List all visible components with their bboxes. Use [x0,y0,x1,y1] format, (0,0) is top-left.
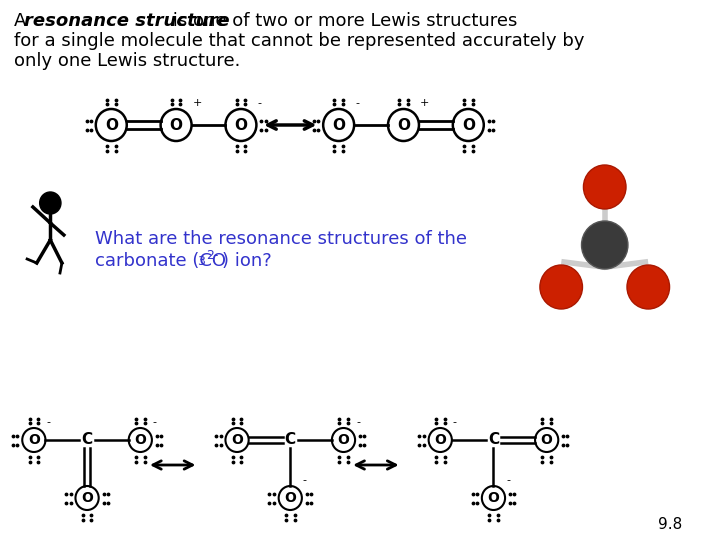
Text: O: O [397,118,410,132]
Text: O: O [462,118,474,132]
Text: -: - [153,417,157,427]
Text: A: A [14,12,32,30]
Text: -: - [303,475,307,485]
Text: ) ion?: ) ion? [222,252,271,270]
Text: -: - [355,98,359,108]
Text: O: O [541,433,553,447]
Text: 3: 3 [197,255,205,268]
Text: 9.8: 9.8 [658,517,682,532]
Text: only one Lewis structure.: only one Lewis structure. [14,52,240,70]
Text: -: - [47,417,50,427]
Text: C: C [284,433,296,448]
Text: O: O [231,433,243,447]
Text: resonance structure: resonance structure [24,12,230,30]
Text: O: O [487,491,500,505]
Text: -: - [257,98,261,108]
Text: -: - [506,475,510,485]
Text: C: C [488,433,499,448]
Text: O: O [28,433,40,447]
Text: +: + [192,98,202,108]
Circle shape [582,221,628,269]
Text: O: O [135,433,146,447]
Text: -: - [453,417,456,427]
Text: O: O [434,433,446,447]
Text: O: O [235,118,248,132]
Text: C: C [81,433,93,448]
Text: O: O [170,118,183,132]
Circle shape [627,265,670,309]
Text: O: O [105,118,118,132]
Text: O: O [284,491,296,505]
Text: O: O [81,491,93,505]
Circle shape [40,192,61,214]
Text: -: - [356,417,360,427]
Circle shape [583,165,626,209]
Text: 2-: 2- [206,249,218,262]
Text: What are the resonance structures of the: What are the resonance structures of the [95,230,467,248]
Text: O: O [338,433,349,447]
Text: +: + [420,98,429,108]
Text: O: O [332,118,345,132]
Text: carbonate (CO: carbonate (CO [95,252,226,270]
Text: for a single molecule that cannot be represented accurately by: for a single molecule that cannot be rep… [14,32,584,50]
Text: is one of two or more Lewis structures: is one of two or more Lewis structures [167,12,518,30]
Circle shape [540,265,582,309]
